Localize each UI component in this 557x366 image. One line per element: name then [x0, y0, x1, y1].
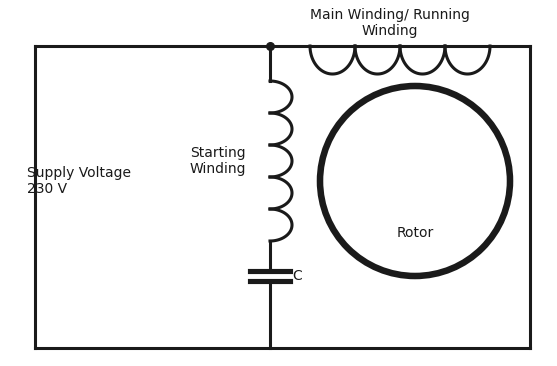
Text: C: C	[292, 269, 302, 283]
Text: Starting
Winding: Starting Winding	[190, 146, 247, 176]
Text: Supply Voltage
230 V: Supply Voltage 230 V	[27, 166, 131, 196]
Text: Main Winding/ Running
Winding: Main Winding/ Running Winding	[310, 8, 470, 38]
Text: Rotor: Rotor	[397, 226, 434, 240]
